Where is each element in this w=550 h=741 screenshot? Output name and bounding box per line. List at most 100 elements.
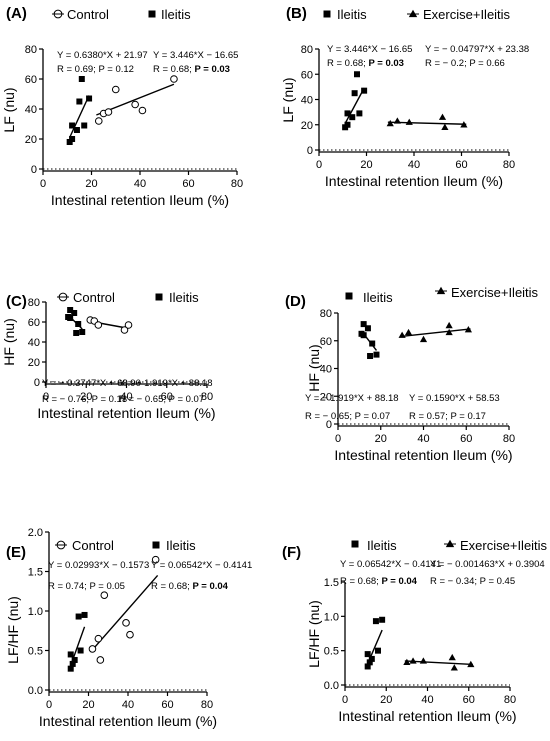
regression-statistics: R = 0.68; P = 0.03 <box>327 58 404 69</box>
regression-equation: Y = 3.446*X − 16.65 <box>327 44 412 55</box>
y-tick-label: 60 <box>25 74 37 86</box>
panel-label: (B) <box>286 5 307 22</box>
regression-statistics: R = 0.74; P = 0.05 <box>48 581 125 592</box>
panel-label: (A) <box>6 5 27 22</box>
regression-statistics: R = 0.68; P = 0.04 <box>151 581 229 592</box>
legend-label: Ileitis <box>161 7 191 22</box>
legend-label: Exercise+Ileitis <box>423 7 511 22</box>
correlation-text: R = − 0.65; P = 0.07 <box>305 411 390 422</box>
data-point <box>67 315 74 321</box>
correlation-text: R = 0.57; P = 0.17 <box>409 411 486 422</box>
legend-label: Ileitis <box>367 538 397 553</box>
x-tick-label: 40 <box>120 391 132 403</box>
data-point <box>131 100 139 109</box>
data-point <box>351 90 358 97</box>
data-point <box>94 321 103 329</box>
significant-p-value: P = 0.04 <box>381 576 417 587</box>
y-tick-label: 60 <box>320 336 332 348</box>
y-axis-title: LF (nu) <box>280 77 296 122</box>
x-tick-label: 60 <box>161 699 173 711</box>
x-tick-label: 60 <box>455 159 467 171</box>
correlation-text: R = 0.68; <box>327 58 368 69</box>
regression-statistics: R = − 0.2; P = 0.66 <box>425 58 505 69</box>
legend-marker <box>436 286 446 295</box>
chart-panel-f: (F) 0 20 40 60 80 0.0 0.5 1.0 1.5 Intestinal reten… <box>282 538 548 724</box>
data-point <box>366 659 373 666</box>
legend-label: Ileitis <box>363 290 393 305</box>
data-point <box>75 613 82 620</box>
data-point <box>372 618 379 625</box>
legend-label: Ileitis <box>169 290 199 305</box>
correlation-text: R = − 0.65; P = 0.07 <box>119 394 204 405</box>
x-axis-title: Intestinal retention Ileum (%) <box>37 405 215 421</box>
regression-statistics: R = 0.68; P = 0.04 <box>340 576 418 587</box>
x-tick-label: 40 <box>408 159 420 171</box>
series-exercise-ileitis <box>398 321 472 343</box>
significant-p-value: P = 0.03 <box>194 64 229 75</box>
x-axis-title: Intestinal retention Ileum (%) <box>51 192 229 208</box>
data-point <box>398 331 406 338</box>
x-tick-label: 40 <box>417 433 429 445</box>
legend-label: Ileitis <box>337 7 367 22</box>
data-point <box>448 653 456 661</box>
series-ileitis <box>342 71 368 131</box>
y-tick-label: 20 <box>301 120 313 132</box>
significant-p-value: P = 0.03 <box>368 58 403 69</box>
data-point <box>450 664 458 671</box>
data-point <box>360 332 367 339</box>
series-control <box>94 75 178 125</box>
regression-line <box>387 121 467 125</box>
legend-marker <box>148 10 156 18</box>
x-tick-label: 20 <box>380 694 392 706</box>
data-point <box>419 657 427 664</box>
y-tick-label: 40 <box>301 95 313 107</box>
data-point <box>405 118 413 125</box>
regression-equation: Y = 3.446*X − 16.65 <box>153 50 238 61</box>
panel-label: (E) <box>6 544 26 561</box>
data-point <box>151 555 160 564</box>
regression-equation: Y = 0.6380*X + 21.97 <box>57 50 148 61</box>
series-exercise-ileitis <box>386 113 468 130</box>
regression-equation: Y = 0.06542*X − 0.4141 <box>340 559 441 570</box>
legend-label: Control <box>73 290 115 305</box>
data-point <box>88 645 97 653</box>
data-point <box>124 321 133 329</box>
y-tick-label: 40 <box>25 104 37 116</box>
y-tick-label: 0.5 <box>324 646 339 658</box>
x-tick-label: 0 <box>43 391 49 403</box>
data-point <box>77 647 84 654</box>
regression-statistics: R = 0.69; P = 0.12 <box>57 64 134 75</box>
data-point <box>404 328 413 336</box>
data-point <box>81 122 88 129</box>
series-ileitis <box>67 611 88 672</box>
data-point <box>100 591 109 600</box>
regression-statistics: R = 0.68; P = 0.03 <box>153 64 230 75</box>
legend-label: Control <box>72 538 114 553</box>
data-point <box>94 634 103 643</box>
data-point <box>138 106 147 115</box>
regression-equation: Y = 0.1590*X + 58.53 <box>409 393 500 404</box>
x-tick-label: 20 <box>85 178 97 190</box>
data-point <box>96 656 105 664</box>
series-ileitis <box>65 307 86 336</box>
data-point <box>403 658 411 666</box>
correlation-text: R = 0.74; P = 0.05 <box>48 581 125 592</box>
x-axis-title: Intestinal retention Ileum (%) <box>325 173 503 189</box>
data-point <box>368 655 375 662</box>
regression-line <box>69 95 90 138</box>
correlation-text: R = − 0.76; P = 0.13 <box>42 394 127 405</box>
legend-marker <box>345 292 353 300</box>
legend-marker <box>445 539 455 548</box>
y-axis-title: LF/HF (nu) <box>5 596 21 664</box>
y-tick-label: 0.0 <box>324 680 339 692</box>
y-tick-label: 80 <box>28 297 40 309</box>
x-tick-label: 60 <box>161 391 173 403</box>
regression-statistics: R = 0.57; P = 0.17 <box>409 411 486 422</box>
panel-label: (C) <box>6 293 27 310</box>
data-point <box>67 307 74 313</box>
x-tick-label: 40 <box>134 178 146 190</box>
y-tick-label: 0 <box>326 419 332 431</box>
data-point <box>360 321 367 328</box>
y-tick-label: 20 <box>320 391 332 403</box>
regression-equation: Y = − 0.04797*X + 23.38 <box>425 44 529 55</box>
